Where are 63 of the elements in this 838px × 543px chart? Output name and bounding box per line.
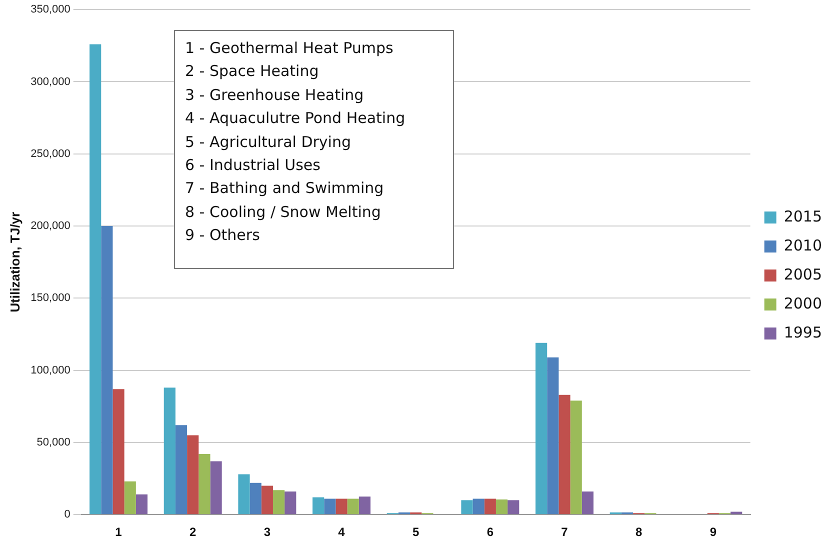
bar [112,389,124,514]
x-tick-label: 2 [190,525,197,540]
y-tick-label: 350,000 [30,4,70,16]
bar [101,226,113,514]
annotation: 9 - Others [185,225,261,246]
legend-label: 2010 [784,236,822,254]
annotation: 7 - Bathing and Swimming [185,178,385,200]
bar [536,342,548,514]
bar [336,498,348,514]
bar [210,461,222,514]
legend-label: 2005 [784,265,822,284]
annotation: 8 - Cooling / Snow Melting [185,202,382,223]
y-tick-label: 200,000 [30,220,70,232]
bar [570,400,582,514]
x-tick-label: 3 [264,525,271,540]
bar [250,482,262,514]
bar [484,498,496,514]
bar [187,435,199,514]
y-tick-label: 50,000 [36,436,70,448]
annotation: 5 - Agricultural Drying [185,132,352,153]
bar [472,498,484,514]
bar [198,454,210,514]
bar [358,496,371,514]
bar [284,492,296,514]
bar [730,512,742,514]
bar [558,394,570,514]
bar [508,500,520,514]
legend-label: 1995 [784,323,822,342]
bar [238,474,250,514]
y-tick-label: 100,000 [30,364,70,376]
y-tick-label: 300,000 [30,76,70,88]
bar [582,492,594,514]
bar [164,388,176,514]
bar [312,497,324,514]
bar [324,498,336,514]
bar [272,490,285,514]
bar [124,481,136,514]
bar [90,44,102,514]
bar [175,425,188,514]
bar [547,357,559,514]
x-tick-label: 9 [710,525,717,540]
bar [496,499,508,514]
bar [461,500,473,514]
x-tick-label: 4 [338,525,346,540]
bar [347,498,359,514]
annotation: 6 - Industrial Uses [185,155,322,176]
x-tick-label: 5 [412,525,420,540]
bar [136,494,148,514]
y-tick-label: 0 [64,508,70,521]
annotation: 4 - Aquaculutre Pond Heating [185,108,406,130]
legend-label: 2015 [784,207,822,226]
x-tick-label: 8 [635,525,642,540]
legend-label: 2000 [784,294,822,312]
y-tick-label: 150,000 [30,292,70,304]
annotation: 2 - Space Heating [185,61,320,82]
x-tick-label: 7 [561,525,568,540]
x-tick-label: 1 [115,525,122,540]
bar [261,486,273,514]
annotation: 1 - Geothermal Heat Pumps [185,38,394,59]
annotation: 3 - Greenhouse Heating [185,84,365,106]
y-axis-title: Utilization, TJ/yr [7,212,22,312]
y-tick-label: 250,000 [30,148,70,160]
x-tick-label: 6 [486,525,494,540]
